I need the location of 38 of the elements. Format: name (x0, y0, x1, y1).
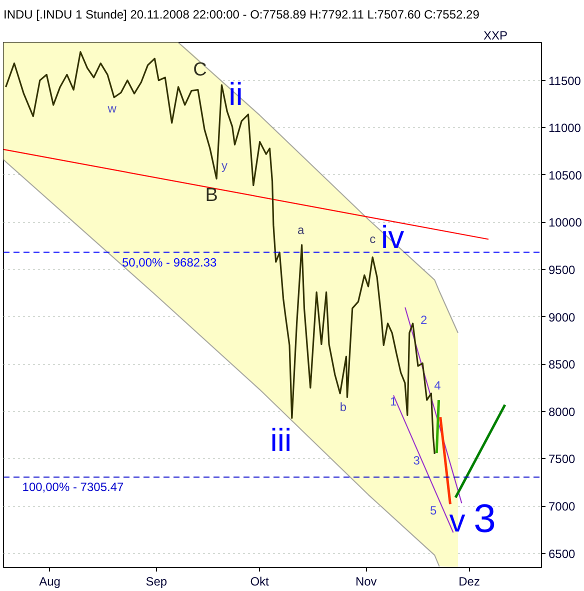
annotation: B (205, 185, 218, 206)
annotation: w (106, 101, 117, 116)
annotation: iv (381, 219, 404, 256)
y-tick-label: 11000 (548, 121, 582, 136)
y-tick-label: 11500 (548, 74, 582, 88)
y-tick-label: 9500 (548, 263, 576, 278)
x-tick-label: Aug (39, 574, 60, 588)
x-tick-label: Sep (146, 574, 168, 588)
annotation: 2 (420, 312, 428, 327)
annotation: v (449, 502, 466, 538)
y-tick-label: 9000 (548, 310, 576, 324)
y-axis-title: XXP (483, 28, 508, 42)
annotation: 5 (430, 503, 438, 518)
x-tick-label: Nov (355, 574, 377, 588)
annotation: 3 (474, 497, 496, 542)
annotation: a (297, 222, 304, 237)
annotation: c (370, 232, 376, 246)
y-tick-label: 7500 (548, 452, 576, 466)
y-tick-label: 8000 (548, 404, 576, 419)
x-tick-label: Dez (458, 574, 480, 588)
y-tick-label: 7000 (548, 500, 576, 514)
annotation: b (340, 400, 347, 414)
annotation: 4 (434, 378, 442, 392)
y-tick-label: 6500 (548, 546, 576, 561)
annotation: iii (270, 422, 292, 458)
line-series (4, 51, 436, 455)
annotation: 100,00% - 7305.47 (22, 480, 124, 494)
annotation: y (222, 158, 228, 173)
y-tick-label: 10500 (548, 168, 582, 182)
annotation: 3 (413, 453, 420, 468)
y-tick-label: 8500 (548, 358, 576, 372)
annotation: 1 (390, 394, 398, 409)
y-tick-label: 10000 (548, 216, 582, 230)
annotation: ii (228, 76, 243, 112)
chart-title: INDU [.INDU 1 Stunde] 20.11.2008 22:00:00 - O:7758.89 H:7792.11 L:7507.60 C:7552.29 (4, 8, 480, 22)
annotation: C (193, 59, 207, 80)
annotation: 50,00% - 9682.33 (122, 255, 218, 270)
x-tick-label: Okt (250, 574, 270, 588)
